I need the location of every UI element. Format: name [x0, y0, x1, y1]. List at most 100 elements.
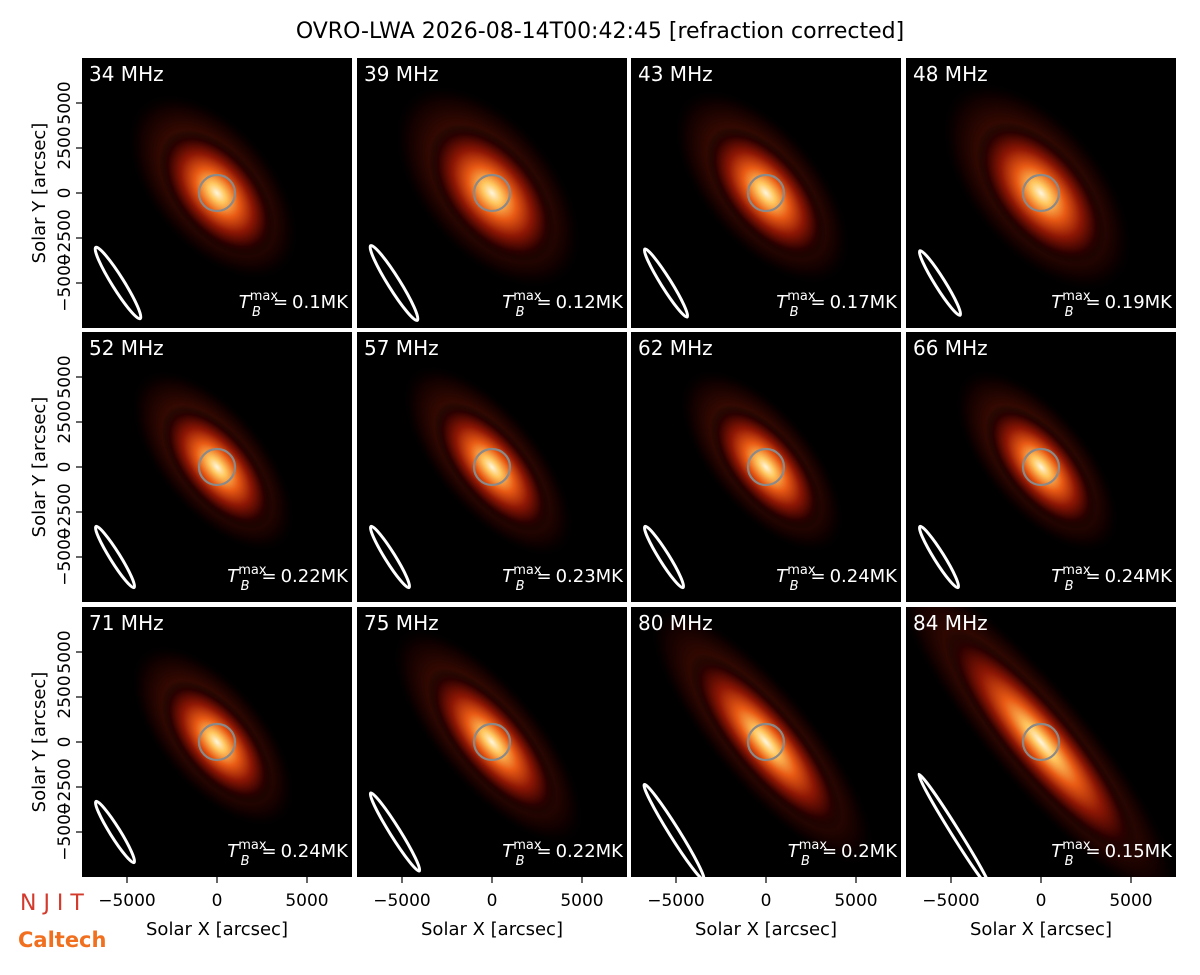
y-axis-label: Solar Y [arcsec]: [29, 672, 50, 813]
tb-sup: max: [1062, 289, 1091, 304]
tb-symbol: T: [227, 841, 240, 862]
emission: [434, 401, 550, 533]
x-axis-label: Solar X [arcsec]: [146, 919, 288, 940]
logo-njit: N J I T: [20, 891, 84, 916]
panel-title: 84 MHz: [913, 611, 988, 635]
panel-title: 39 MHz: [364, 62, 439, 86]
solar-disk: [1021, 722, 1061, 762]
x-tick-label: 0: [487, 891, 498, 911]
tb-sub: B: [1065, 854, 1074, 869]
beam: [917, 772, 993, 877]
tb-sup: max: [513, 563, 542, 578]
panel: 84 MHz Tmax B = 0.15MK: [906, 607, 1176, 877]
tb-sub: B: [516, 579, 525, 594]
x-tick-label: 0: [212, 891, 223, 911]
beam: [368, 791, 422, 873]
emission: [428, 123, 556, 263]
emission: [706, 126, 826, 260]
panel-title: 34 MHz: [89, 62, 164, 86]
emission: [159, 129, 275, 257]
tb-annotation: Tmax B = 0.1MK: [239, 289, 350, 320]
tb-equals: =: [822, 841, 837, 862]
solar-disk: [472, 173, 512, 213]
tb-sup: max: [1062, 838, 1091, 853]
solar-disk: [472, 447, 512, 487]
x-tick-label: 5000: [834, 891, 877, 911]
image-area: [906, 607, 1176, 877]
tb-symbol: T: [1051, 292, 1064, 313]
tb-equals: =: [536, 841, 551, 862]
tb-annotation: Tmax B = 0.24MK: [1051, 563, 1173, 594]
image-area: [93, 91, 300, 321]
emission: [427, 668, 557, 816]
tb-annotation: Tmax B = 0.2MK: [788, 838, 899, 869]
tb-annotation: Tmax B = 0.12MK: [502, 289, 624, 320]
image-area: [917, 80, 1134, 317]
image-area: [917, 367, 1121, 590]
tb-equals: =: [1085, 566, 1100, 587]
tb-max-value: 0.22MK: [556, 841, 625, 862]
tb-sub: B: [252, 305, 261, 320]
tb-equals: =: [1085, 841, 1100, 862]
beam: [642, 782, 706, 877]
panel: 34 MHz Tmax B = 0.1MK: [82, 58, 352, 328]
beam: [917, 249, 963, 317]
tb-sub: B: [801, 854, 810, 869]
tb-symbol: T: [239, 292, 252, 313]
x-tick-label: −5000: [373, 891, 431, 911]
image-area: [93, 368, 297, 590]
tb-equals: =: [810, 292, 825, 313]
tb-symbol: T: [776, 292, 789, 313]
tb-sub: B: [790, 305, 799, 320]
tb-sup: max: [1062, 563, 1091, 578]
tb-sup: max: [513, 838, 542, 853]
panel: 52 MHz Tmax B = 0.22MK: [82, 332, 352, 602]
y-tick-label: −2500: [55, 483, 75, 541]
panel: 71 MHz Tmax B = 0.24MK: [82, 607, 352, 877]
tb-max-value: 0.1MK: [292, 292, 349, 313]
tb-annotation: Tmax B = 0.15MK: [1051, 838, 1173, 869]
tb-equals: =: [273, 292, 288, 313]
x-tick-label: 5000: [285, 891, 328, 911]
x-axis-label: Solar X [arcsec]: [970, 919, 1112, 940]
tb-equals: =: [810, 566, 825, 587]
beam: [93, 245, 143, 321]
tb-sub: B: [1065, 579, 1074, 594]
tb-sup: max: [787, 289, 816, 304]
image-area: [368, 625, 586, 873]
y-tick-label: −5000: [55, 528, 75, 586]
panel-title: 71 MHz: [89, 611, 164, 635]
y-tick-label: −2500: [55, 209, 75, 267]
tb-max-value: 0.12MK: [556, 292, 625, 313]
panel: 48 MHz Tmax B = 0.19MK: [906, 58, 1176, 328]
panel-title: 43 MHz: [638, 62, 713, 86]
tb-max-value: 0.17MK: [830, 292, 899, 313]
emission: [710, 404, 822, 530]
tb-max-value: 0.24MK: [830, 566, 899, 587]
tb-max-value: 0.24MK: [1105, 566, 1174, 587]
tb-symbol: T: [227, 566, 240, 587]
beam: [368, 244, 420, 322]
panel-title: 66 MHz: [913, 336, 988, 360]
emission: [976, 121, 1106, 265]
panel: 39 MHz Tmax B = 0.12MK: [357, 58, 627, 328]
tb-sup: max: [799, 838, 828, 853]
y-tick-label: 2500: [55, 675, 75, 718]
panel-title: 80 MHz: [638, 611, 713, 635]
y-tick-label: 5000: [55, 81, 75, 124]
x-tick-label: −5000: [98, 891, 156, 911]
x-tick-label: 0: [761, 891, 772, 911]
solar-disk: [1021, 173, 1061, 213]
tb-sup: max: [238, 563, 267, 578]
panel-title: 75 MHz: [364, 611, 439, 635]
panel: 80 MHz Tmax B = 0.2MK: [631, 607, 901, 877]
y-axis-label: Solar Y [arcsec]: [29, 397, 50, 538]
y-tick-label: 5000: [55, 630, 75, 673]
panel-title: 62 MHz: [638, 336, 713, 360]
tb-sub: B: [1065, 305, 1074, 320]
tb-sub: B: [790, 579, 799, 594]
y-tick-label: 0: [55, 462, 75, 473]
tb-sub: B: [516, 854, 525, 869]
y-tick-label: 5000: [55, 355, 75, 398]
x-tick-label: −5000: [922, 891, 980, 911]
